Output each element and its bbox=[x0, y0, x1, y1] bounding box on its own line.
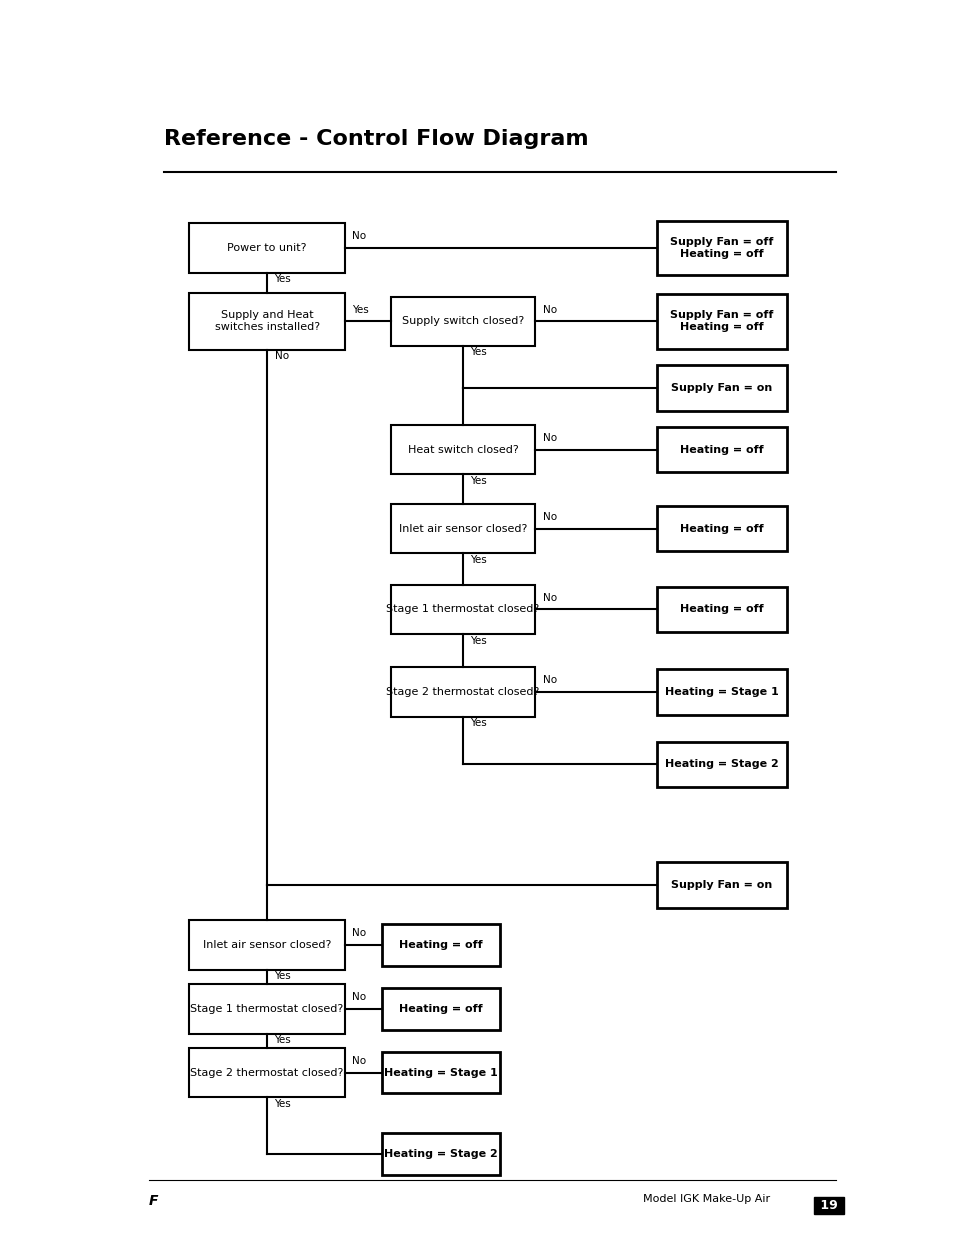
FancyBboxPatch shape bbox=[381, 988, 499, 1030]
Text: Supply Fan = off
Heating = off: Supply Fan = off Heating = off bbox=[669, 237, 773, 259]
FancyBboxPatch shape bbox=[391, 504, 535, 553]
Text: No: No bbox=[542, 593, 556, 603]
Text: Power to unit?: Power to unit? bbox=[227, 243, 307, 253]
Text: Heating = off: Heating = off bbox=[679, 604, 762, 614]
Text: Supply switch closed?: Supply switch closed? bbox=[401, 316, 523, 326]
FancyBboxPatch shape bbox=[657, 294, 785, 348]
FancyBboxPatch shape bbox=[391, 667, 535, 716]
Text: Yes: Yes bbox=[274, 971, 291, 982]
Text: Supply and Heat
switches installed?: Supply and Heat switches installed? bbox=[214, 310, 319, 332]
FancyBboxPatch shape bbox=[657, 741, 785, 787]
Text: Yes: Yes bbox=[470, 636, 487, 646]
FancyBboxPatch shape bbox=[657, 862, 785, 908]
Text: Heating = Stage 2: Heating = Stage 2 bbox=[664, 760, 778, 769]
Text: Supply Fan = on: Supply Fan = on bbox=[671, 881, 772, 890]
FancyBboxPatch shape bbox=[657, 427, 785, 473]
Text: Yes: Yes bbox=[470, 719, 487, 729]
Text: Yes: Yes bbox=[274, 1099, 291, 1109]
Text: Heating = Stage 2: Heating = Stage 2 bbox=[384, 1150, 497, 1160]
FancyBboxPatch shape bbox=[657, 221, 785, 275]
FancyBboxPatch shape bbox=[190, 984, 344, 1034]
Text: Heat switch closed?: Heat switch closed? bbox=[407, 445, 517, 454]
Text: Yes: Yes bbox=[470, 347, 487, 357]
Text: No: No bbox=[542, 433, 556, 443]
Text: No: No bbox=[352, 1056, 366, 1066]
Text: Yes: Yes bbox=[274, 274, 291, 284]
Text: No: No bbox=[352, 231, 366, 241]
Text: Yes: Yes bbox=[470, 555, 487, 564]
FancyBboxPatch shape bbox=[190, 224, 344, 273]
FancyBboxPatch shape bbox=[190, 293, 344, 350]
Text: F: F bbox=[149, 1194, 158, 1208]
Text: Yes: Yes bbox=[274, 1035, 291, 1045]
Text: Heating = Stage 1: Heating = Stage 1 bbox=[384, 1067, 497, 1077]
FancyBboxPatch shape bbox=[657, 669, 785, 715]
FancyBboxPatch shape bbox=[381, 1134, 499, 1176]
FancyBboxPatch shape bbox=[657, 587, 785, 632]
Text: Heating = off: Heating = off bbox=[679, 524, 762, 534]
Text: Inlet air sensor closed?: Inlet air sensor closed? bbox=[203, 940, 331, 950]
Text: 19: 19 bbox=[815, 1199, 841, 1212]
Text: No: No bbox=[542, 305, 556, 315]
FancyBboxPatch shape bbox=[190, 920, 344, 969]
FancyBboxPatch shape bbox=[391, 425, 535, 474]
FancyBboxPatch shape bbox=[381, 1052, 499, 1093]
FancyBboxPatch shape bbox=[391, 584, 535, 634]
Text: Stage 2 thermostat closed?: Stage 2 thermostat closed? bbox=[386, 687, 539, 697]
FancyBboxPatch shape bbox=[381, 924, 499, 966]
FancyBboxPatch shape bbox=[391, 296, 535, 346]
Text: Model IGK Make-Up Air: Model IGK Make-Up Air bbox=[642, 1194, 769, 1204]
Text: Reference - Control Flow Diagram: Reference - Control Flow Diagram bbox=[164, 130, 588, 149]
Text: Heating = Stage 1: Heating = Stage 1 bbox=[664, 687, 778, 697]
Text: No: No bbox=[274, 351, 289, 361]
Text: Supply Fan = off
Heating = off: Supply Fan = off Heating = off bbox=[669, 310, 773, 332]
Text: No: No bbox=[352, 929, 366, 939]
FancyBboxPatch shape bbox=[657, 506, 785, 551]
Text: Heating = off: Heating = off bbox=[398, 940, 482, 950]
Text: Stage 2 thermostat closed?: Stage 2 thermostat closed? bbox=[191, 1067, 343, 1077]
Text: No: No bbox=[542, 513, 556, 522]
Text: Inlet air sensor closed?: Inlet air sensor closed? bbox=[398, 524, 527, 534]
Text: Yes: Yes bbox=[352, 305, 369, 315]
Text: Supply Fan = on: Supply Fan = on bbox=[671, 383, 772, 393]
Text: No: No bbox=[352, 992, 366, 1002]
Text: Heating = off: Heating = off bbox=[679, 445, 762, 454]
FancyBboxPatch shape bbox=[657, 366, 785, 411]
Text: Heating = off: Heating = off bbox=[398, 1004, 482, 1014]
Text: Stage 1 thermostat closed?: Stage 1 thermostat closed? bbox=[386, 604, 539, 614]
FancyBboxPatch shape bbox=[190, 1047, 344, 1097]
Text: Stage 1 thermostat closed?: Stage 1 thermostat closed? bbox=[191, 1004, 343, 1014]
Text: No: No bbox=[542, 676, 556, 685]
Text: Yes: Yes bbox=[470, 475, 487, 485]
